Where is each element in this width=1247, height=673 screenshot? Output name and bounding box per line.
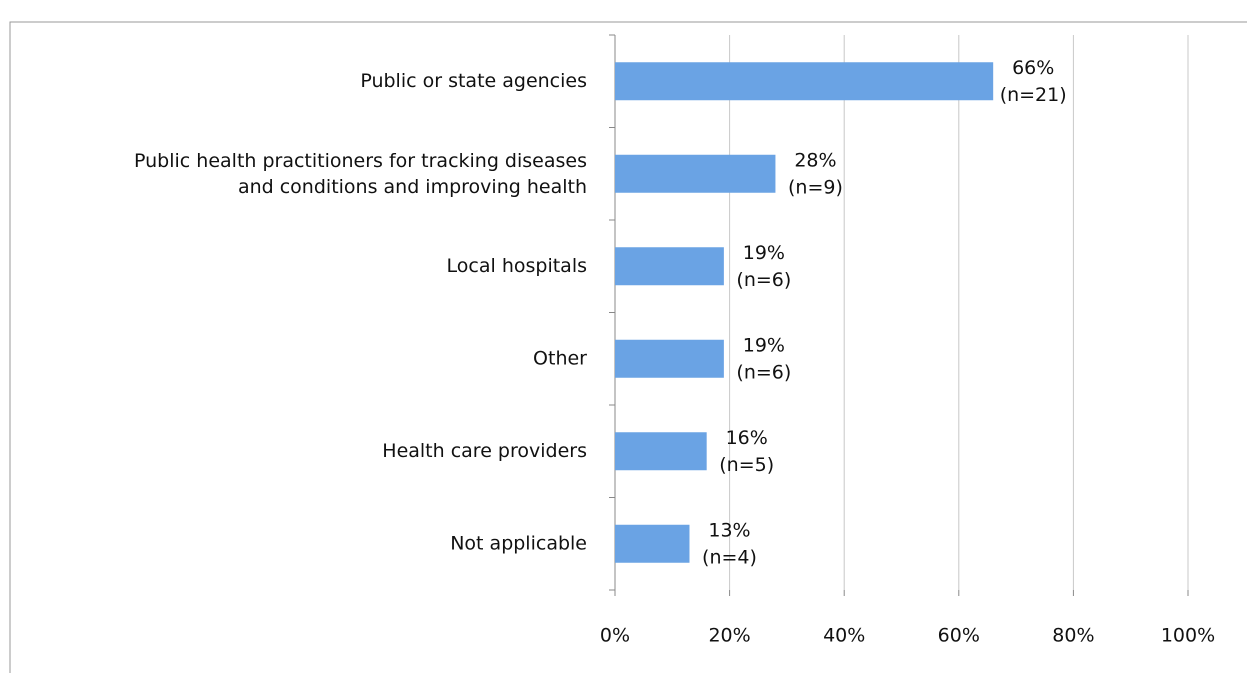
n-label: (n=6) [736, 269, 791, 291]
value-label: 19% [743, 334, 785, 356]
x-tick-label: 60% [938, 625, 980, 647]
x-tick-label: 40% [823, 625, 865, 647]
bar [615, 62, 994, 101]
bar [615, 247, 724, 286]
bar [615, 154, 776, 193]
bar [615, 432, 707, 471]
y-tick-label: Public health practitioners for tracking… [134, 149, 587, 197]
y-tick-label: Public or state agencies [360, 70, 587, 92]
n-label: (n=21) [1000, 84, 1067, 106]
n-label: (n=4) [702, 546, 757, 568]
value-label: 28% [794, 149, 836, 171]
x-tick-label: 100% [1161, 625, 1215, 647]
value-label: 66% [1012, 57, 1054, 79]
bar [615, 524, 690, 563]
value-label: 13% [708, 519, 750, 541]
chart-frame [9, 21, 1247, 673]
y-tick-label: Local hospitals [447, 255, 587, 277]
x-tick-label: 80% [1052, 625, 1094, 647]
bar [615, 339, 724, 378]
y-tick-label: Other [533, 347, 587, 369]
x-tick-label: 20% [708, 625, 750, 647]
n-label: (n=5) [719, 454, 774, 476]
value-label: 19% [743, 242, 785, 264]
y-tick-label: Not applicable [450, 532, 587, 554]
n-label: (n=9) [788, 176, 843, 198]
value-label: 16% [726, 427, 768, 449]
n-label: (n=6) [736, 361, 791, 383]
y-tick-label: Health care providers [382, 440, 587, 462]
x-tick-label: 0% [600, 625, 630, 647]
